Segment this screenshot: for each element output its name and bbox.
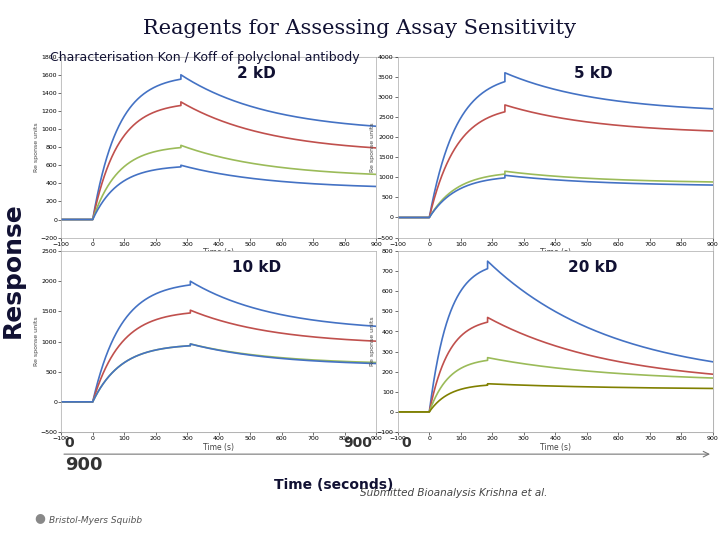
X-axis label: Time (s): Time (s) xyxy=(540,248,571,257)
Text: Response: Response xyxy=(1,202,25,338)
Y-axis label: Re sponse units: Re sponse units xyxy=(34,317,39,366)
Text: 900: 900 xyxy=(65,456,102,474)
Text: 5 kD: 5 kD xyxy=(574,66,613,81)
Y-axis label: Re sponse units: Re sponse units xyxy=(370,123,375,172)
X-axis label: Time (s): Time (s) xyxy=(203,443,234,451)
Text: ●: ● xyxy=(34,511,45,524)
Text: 10 kD: 10 kD xyxy=(232,260,281,275)
Text: 0: 0 xyxy=(65,436,74,450)
X-axis label: Time (s): Time (s) xyxy=(540,443,571,451)
Text: Reagents for Assessing Assay Sensitivity: Reagents for Assessing Assay Sensitivity xyxy=(143,19,577,38)
Text: Submitted Bioanalysis Krishna et al.: Submitted Bioanalysis Krishna et al. xyxy=(360,488,547,498)
Y-axis label: Re sponse units: Re sponse units xyxy=(370,317,375,366)
Text: 2 kD: 2 kD xyxy=(237,66,276,81)
Text: Characterisation Kon / Koff of polyclonal antibody: Characterisation Kon / Koff of polyclona… xyxy=(50,51,360,64)
Text: Time (seconds): Time (seconds) xyxy=(274,478,393,492)
Text: 0: 0 xyxy=(402,436,411,450)
Text: 900: 900 xyxy=(343,436,373,450)
Text: 20 kD: 20 kD xyxy=(568,260,618,275)
Text: Bristol-Myers Squibb: Bristol-Myers Squibb xyxy=(49,516,142,525)
Y-axis label: Re sponse units: Re sponse units xyxy=(34,123,39,172)
X-axis label: Time (s): Time (s) xyxy=(203,248,234,257)
